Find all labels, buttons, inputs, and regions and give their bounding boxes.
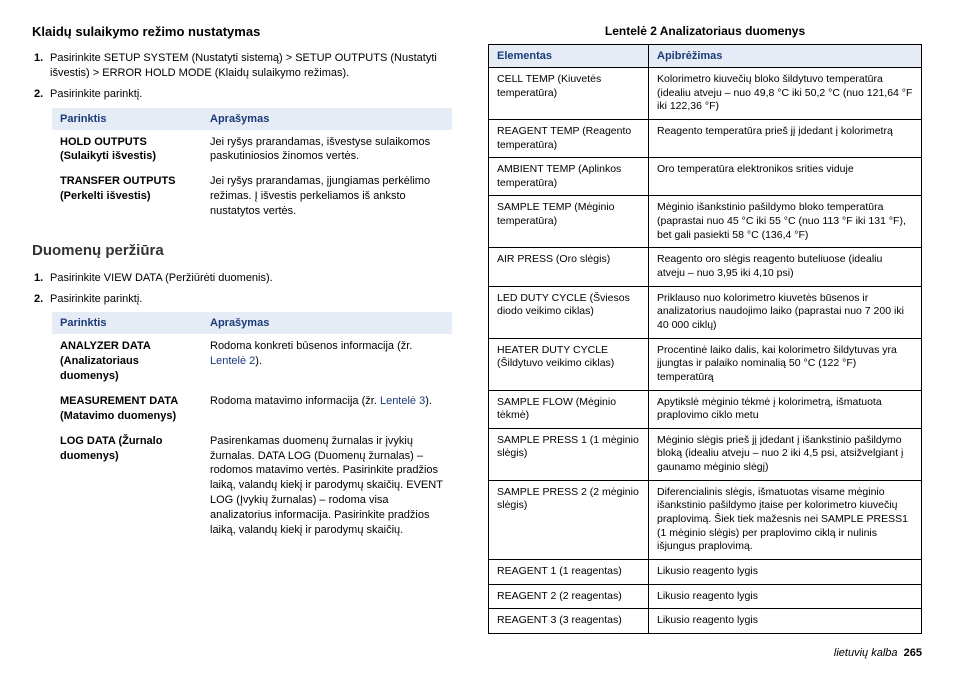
options-table-2: Parinktis Aprašymas ANALYZER DATA (Anali… [52, 312, 452, 542]
section1-steps: 1. Pasirinkite SETUP SYSTEM (Nustatyti s… [32, 51, 452, 102]
definition-cell: Likusio reagento lygis [649, 584, 922, 609]
table-header: Elementas [489, 45, 649, 68]
table-row: CELL TEMP (Kiuvetės temperatūra)Kolorime… [489, 68, 922, 120]
analyzer-data-table: Elementas Apibrėžimas CELL TEMP (Kiuvetė… [488, 44, 922, 634]
table-row: LOG DATA (Žurnalo duomenys)Pasirenkamas … [52, 429, 452, 543]
definition-cell: Reagento oro slėgis reagento buteliuose … [649, 248, 922, 286]
definition-cell: Procentinė laiko dalis, kai kolorimetro … [649, 338, 922, 390]
table-row: SAMPLE TEMP (Mėginio temperatūra)Mėginio… [489, 196, 922, 248]
step-text: Pasirinkite parinktį. [50, 292, 452, 307]
table-row: AIR PRESS (Oro slėgis)Reagento oro slėgi… [489, 248, 922, 286]
definition-cell: Reagento temperatūra prieš jį įdedant į … [649, 119, 922, 157]
page-columns: Klaidų sulaikymo režimo nustatymas 1. Pa… [32, 24, 922, 634]
definition-cell: Likusio reagento lygis [649, 559, 922, 584]
definition-cell: Oro temperatūra elektronikos srities vid… [649, 158, 922, 196]
table-row: REAGENT TEMP (Reagento temperatūra)Reage… [489, 119, 922, 157]
footer-language: lietuvių kalba [834, 647, 898, 659]
footer-page-number: 265 [904, 647, 922, 659]
step-text: Pasirinkite SETUP SYSTEM (Nustatyti sist… [50, 51, 452, 81]
list-item: 1. Pasirinkite VIEW DATA (Peržiūrėti duo… [34, 271, 452, 286]
table-row: REAGENT 2 (2 reagentas)Likusio reagento … [489, 584, 922, 609]
definition-cell: Priklauso nuo kolorimetro kiuvetės būsen… [649, 286, 922, 338]
table-row: LED DUTY CYCLE (Šviesos diodo veikimo ci… [489, 286, 922, 338]
list-item: 2. Pasirinkite parinktį. [34, 292, 452, 307]
element-cell: REAGENT TEMP (Reagento temperatūra) [489, 119, 649, 157]
definition-cell: Mėginio išankstinio pašildymo bloko temp… [649, 196, 922, 248]
step-number: 1. [34, 51, 50, 81]
description-cell: Pasirenkamas duomenų žurnalas ir įvykių … [202, 429, 452, 543]
element-cell: AIR PRESS (Oro slėgis) [489, 248, 649, 286]
element-cell: LED DUTY CYCLE (Šviesos diodo veikimo ci… [489, 286, 649, 338]
left-column: Klaidų sulaikymo režimo nustatymas 1. Pa… [32, 24, 452, 634]
table-reference-link[interactable]: Lentelė 3 [380, 395, 425, 407]
table-row: SAMPLE FLOW (Mėginio tėkmė)Apytikslė mėg… [489, 390, 922, 428]
option-cell: TRANSFER OUTPUTS (Perkelti išvestis) [52, 169, 202, 224]
table-header: Apibrėžimas [649, 45, 922, 68]
options-table-1: Parinktis Aprašymas HOLD OUTPUTS (Sulaik… [52, 108, 452, 224]
page-footer: lietuvių kalba 265 [834, 647, 922, 659]
table-row: MEASUREMENT DATA (Matavimo duomenys)Rodo… [52, 389, 452, 429]
right-column: Lentelė 2 Analizatoriaus duomenys Elemen… [488, 24, 922, 634]
table-header: Parinktis [52, 312, 202, 334]
element-cell: AMBIENT TEMP (Aplinkos temperatūra) [489, 158, 649, 196]
table-row: TRANSFER OUTPUTS (Perkelti išvestis)Jei … [52, 169, 452, 224]
option-cell: HOLD OUTPUTS (Sulaikyti išvestis) [52, 130, 202, 170]
list-item: 2. Pasirinkite parinktį. [34, 87, 452, 102]
step-number: 2. [34, 292, 50, 307]
table-row: SAMPLE PRESS 2 (2 mėginio slėgis)Diferen… [489, 480, 922, 559]
table2-caption: Lentelė 2 Analizatoriaus duomenys [488, 24, 922, 38]
section2-steps: 1. Pasirinkite VIEW DATA (Peržiūrėti duo… [32, 271, 452, 307]
definition-cell: Diferencialinis slėgis, išmatuotas visam… [649, 480, 922, 559]
option-cell: MEASUREMENT DATA (Matavimo duomenys) [52, 389, 202, 429]
element-cell: CELL TEMP (Kiuvetės temperatūra) [489, 68, 649, 120]
element-cell: REAGENT 1 (1 reagentas) [489, 559, 649, 584]
table-header: Parinktis [52, 108, 202, 130]
table-row: HEATER DUTY CYCLE (Šildytuvo veikimo cik… [489, 338, 922, 390]
step-number: 2. [34, 87, 50, 102]
table-header: Aprašymas [202, 312, 452, 334]
option-cell: ANALYZER DATA (Analizatoriaus duomenys) [52, 334, 202, 389]
definition-cell: Mėginio slėgis prieš jį įdedant į išanks… [649, 428, 922, 480]
section2-title: Duomenų peržiūra [32, 242, 452, 259]
element-cell: SAMPLE PRESS 1 (1 mėginio slėgis) [489, 428, 649, 480]
description-cell: Rodoma matavimo informacija (žr. Lentelė… [202, 389, 452, 429]
option-cell: LOG DATA (Žurnalo duomenys) [52, 429, 202, 543]
element-cell: REAGENT 3 (3 reagentas) [489, 609, 649, 634]
element-cell: SAMPLE TEMP (Mėginio temperatūra) [489, 196, 649, 248]
table-row: HOLD OUTPUTS (Sulaikyti išvestis)Jei ryš… [52, 130, 452, 170]
table-row: AMBIENT TEMP (Aplinkos temperatūra)Oro t… [489, 158, 922, 196]
table-row: REAGENT 3 (3 reagentas)Likusio reagento … [489, 609, 922, 634]
step-text: Pasirinkite VIEW DATA (Peržiūrėti duomen… [50, 271, 452, 286]
section1-title: Klaidų sulaikymo režimo nustatymas [32, 24, 452, 39]
description-cell: Rodoma konkreti būsenos informacija (žr.… [202, 334, 452, 389]
description-cell: Jei ryšys prarandamas, įjungiamas perkėl… [202, 169, 452, 224]
table-row: REAGENT 1 (1 reagentas)Likusio reagento … [489, 559, 922, 584]
element-cell: SAMPLE FLOW (Mėginio tėkmė) [489, 390, 649, 428]
table-row: SAMPLE PRESS 1 (1 mėginio slėgis)Mėginio… [489, 428, 922, 480]
list-item: 1. Pasirinkite SETUP SYSTEM (Nustatyti s… [34, 51, 452, 81]
definition-cell: Likusio reagento lygis [649, 609, 922, 634]
definition-cell: Kolorimetro kiuvečių bloko šildytuvo tem… [649, 68, 922, 120]
description-cell: Jei ryšys prarandamas, išvestyse sulaiko… [202, 130, 452, 170]
element-cell: HEATER DUTY CYCLE (Šildytuvo veikimo cik… [489, 338, 649, 390]
step-number: 1. [34, 271, 50, 286]
element-cell: SAMPLE PRESS 2 (2 mėginio slėgis) [489, 480, 649, 559]
step-text: Pasirinkite parinktį. [50, 87, 452, 102]
table-header: Aprašymas [202, 108, 452, 130]
table-reference-link[interactable]: Lentelė 2 [210, 355, 255, 367]
element-cell: REAGENT 2 (2 reagentas) [489, 584, 649, 609]
table-row: ANALYZER DATA (Analizatoriaus duomenys)R… [52, 334, 452, 389]
definition-cell: Apytikslė mėginio tėkmė į kolorimetrą, i… [649, 390, 922, 428]
